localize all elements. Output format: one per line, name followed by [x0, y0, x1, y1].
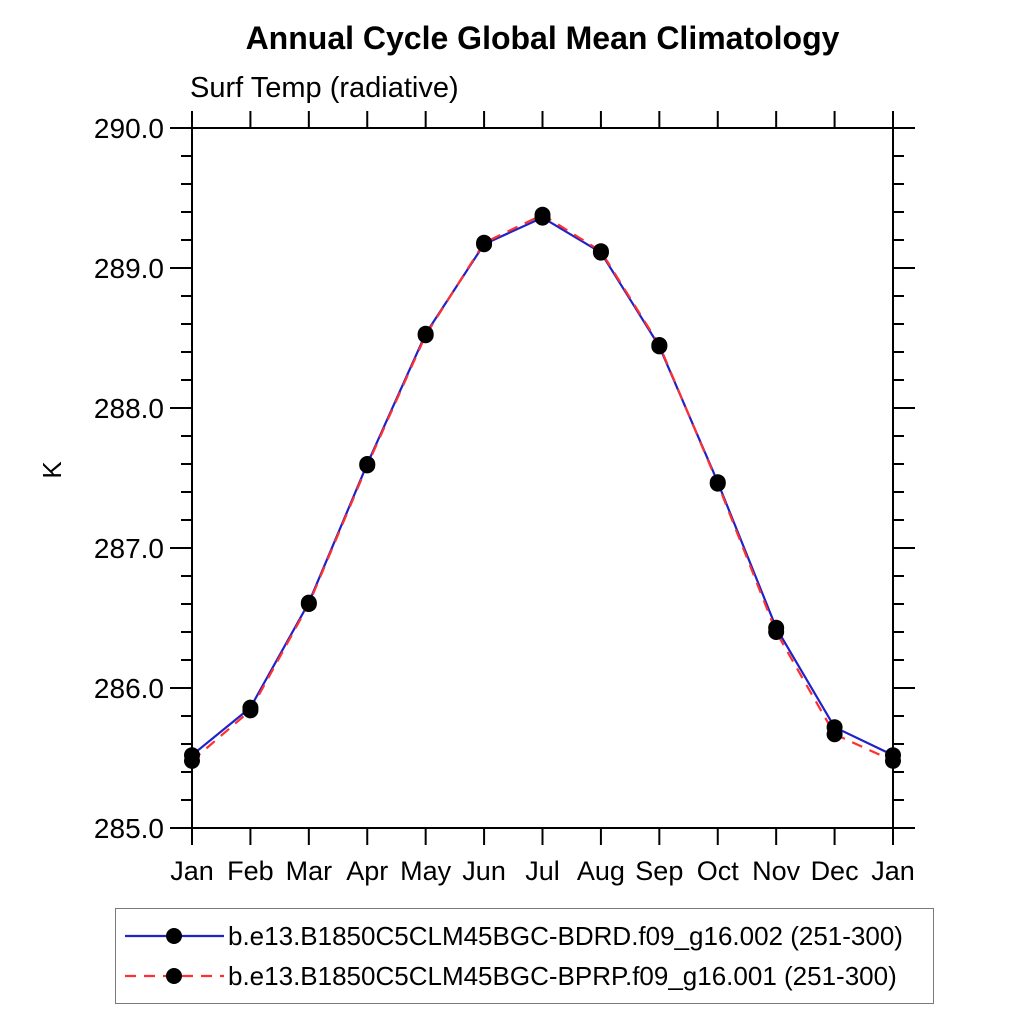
y-tick-label: 285.0	[94, 813, 164, 844]
data-point-series-1	[417, 327, 434, 344]
x-tick-label: Oct	[697, 856, 740, 886]
x-tick-label: Nov	[752, 856, 801, 886]
data-point-series-1	[359, 457, 376, 474]
data-point-series-1	[651, 337, 668, 353]
data-point-series-1	[709, 475, 726, 492]
legend-item-bdrd: b.e13.B1850C5CLM45BGC-BDRD.f09_g16.002 (…	[121, 921, 933, 952]
x-tick-label: May	[400, 856, 452, 886]
data-point-series-1	[300, 596, 317, 612]
legend: b.e13.B1850C5CLM45BGC-BDRD.f09_g16.002 (…	[115, 908, 934, 1004]
series-line-0	[191, 216, 894, 757]
x-tick-label: Dec	[811, 856, 859, 886]
data-point-series-1	[768, 624, 785, 640]
legend-marker-dot-icon	[166, 968, 182, 984]
x-tick-label: Sep	[635, 856, 683, 886]
plot-frame	[191, 127, 894, 829]
data-point-series-1	[476, 234, 493, 251]
y-tick-label: 289.0	[94, 253, 164, 284]
chart-subtitle: Surf Temp (radiative)	[190, 72, 459, 104]
y-tick-label: 290.0	[94, 113, 164, 144]
data-point-series-1	[534, 206, 551, 223]
data-point-series-1	[592, 243, 609, 260]
x-tick-label: Jun	[462, 856, 506, 886]
legend-item-bprp: b.e13.B1850C5CLM45BGC-BPRP.f09_g16.001 (…	[121, 961, 933, 992]
x-tick-label: Jan	[871, 856, 915, 886]
y-tick-label: 288.0	[94, 393, 164, 424]
y-tick-label: 287.0	[94, 533, 164, 564]
data-point-series-1	[885, 752, 901, 769]
legend-solid-line-sample	[125, 928, 224, 944]
data-point-series-1	[184, 752, 200, 769]
data-point-series-1	[242, 702, 259, 719]
y-tick-label: 286.0	[94, 673, 164, 704]
x-tick-label: Jul	[525, 856, 560, 886]
x-tick-label: Feb	[227, 856, 274, 886]
legend-label-bprp: b.e13.B1850C5CLM45BGC-BPRP.f09_g16.001 (…	[228, 960, 897, 991]
legend-marker-dot-icon	[166, 928, 182, 944]
x-tick-label: Mar	[286, 856, 333, 886]
x-tick-label: Apr	[346, 856, 388, 886]
data-point-series-1	[826, 726, 843, 743]
legend-label-bdrd: b.e13.B1850C5CLM45BGC-BDRD.f09_g16.002 (…	[228, 920, 903, 951]
chart-title: Annual Cycle Global Mean Climatology	[245, 20, 840, 56]
x-tick-label: Jan	[170, 856, 214, 886]
x-tick-label: Aug	[577, 856, 625, 886]
legend-dashed-line-sample	[125, 968, 224, 984]
series-line-1	[191, 213, 894, 762]
